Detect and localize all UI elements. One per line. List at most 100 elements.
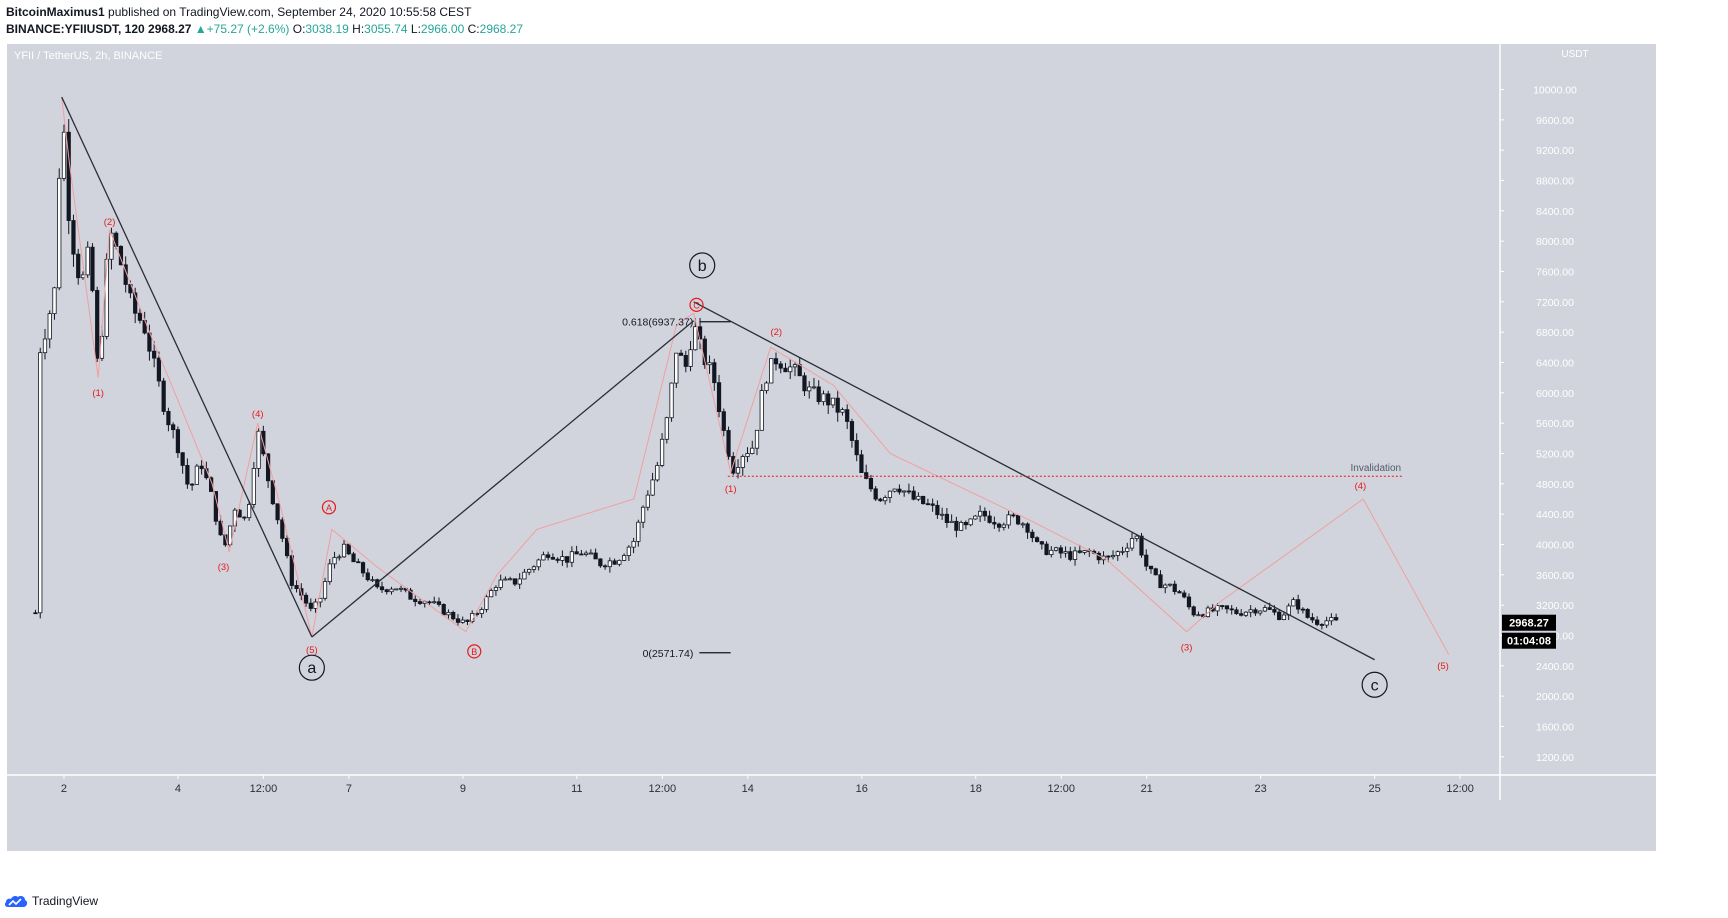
candle-body <box>925 503 931 506</box>
candle-body <box>1229 608 1234 611</box>
candle-body <box>1262 607 1268 612</box>
candle-body <box>849 421 855 441</box>
candle-body <box>1115 551 1120 556</box>
candle-body <box>1006 514 1011 526</box>
candle-body <box>1177 591 1182 594</box>
candle-body <box>598 558 603 567</box>
candle-body <box>944 513 949 523</box>
close-label: C: <box>467 22 480 36</box>
candle-body <box>218 520 223 536</box>
candle-body <box>550 557 556 560</box>
candle-body <box>346 543 351 555</box>
candle-body <box>1277 611 1282 621</box>
candle-body <box>1129 538 1135 549</box>
candle-body <box>1063 551 1068 554</box>
candle-body <box>546 554 551 558</box>
symbol-line: BINANCE:YFIIUSDT, 120 <box>6 22 145 36</box>
x-tick-label: 12:00 <box>649 783 677 795</box>
candle-body <box>830 397 836 406</box>
y-tick-label: 4800.00 <box>1536 479 1574 491</box>
candle-body <box>1315 619 1320 625</box>
candle-body <box>498 579 503 588</box>
candle-body <box>284 537 290 557</box>
candle-body <box>868 478 874 490</box>
candle-body <box>327 563 332 583</box>
candle-body <box>1239 613 1244 616</box>
candle-body <box>565 556 570 563</box>
candle-body <box>541 554 546 561</box>
candle-body <box>512 578 518 585</box>
chart-plot-area[interactable] <box>7 44 1656 851</box>
x-tick-label: 2 <box>61 783 67 795</box>
footer-brand[interactable]: TradingView <box>32 894 99 908</box>
candle-body <box>1034 537 1040 542</box>
tradingview-cloud-icon <box>4 895 28 907</box>
candle-body <box>190 483 195 486</box>
candle-body <box>1025 523 1030 533</box>
candle-body <box>1196 614 1201 617</box>
x-tick-label: 16 <box>856 783 868 795</box>
candle-body <box>930 503 935 506</box>
candle-body <box>133 292 138 314</box>
candle-body <box>968 518 973 526</box>
candle-body <box>883 497 888 502</box>
candle-body <box>384 589 389 593</box>
candle-body <box>1172 583 1177 592</box>
candle-body <box>337 556 342 559</box>
y-tick-label: 9200.00 <box>1536 145 1574 157</box>
candle-body <box>1258 610 1263 614</box>
candle-body <box>754 429 760 449</box>
candle-body <box>185 465 190 485</box>
candle-body <box>441 604 446 616</box>
candle-body <box>664 417 669 440</box>
candle-body <box>365 572 370 581</box>
y-tick-label: 6000.00 <box>1536 388 1574 400</box>
candle-body <box>275 503 280 521</box>
candle-body <box>95 290 100 359</box>
candle-body <box>370 579 375 582</box>
candle-body <box>303 594 309 604</box>
candle-body <box>906 490 912 493</box>
candle-body <box>1068 551 1073 560</box>
candle-body <box>137 312 143 321</box>
subwave-label: (4) <box>1355 481 1367 492</box>
candle-body <box>669 382 674 419</box>
y-tick-label: 2000.00 <box>1536 691 1574 703</box>
candle-body <box>716 382 722 413</box>
open-label: O: <box>292 22 306 36</box>
candle-body <box>1153 568 1158 576</box>
candle-body <box>1224 605 1230 610</box>
candle-body <box>859 454 864 474</box>
candle-body <box>645 494 650 508</box>
x-tick-label: 25 <box>1369 783 1381 795</box>
candle-body <box>351 553 356 563</box>
candle-body <box>465 619 470 622</box>
last-price: 2968.27 <box>148 22 192 36</box>
y-tick-label: 2400.00 <box>1536 661 1574 673</box>
subwave-label: (1) <box>92 388 104 399</box>
candle-body <box>873 488 878 500</box>
candle-body <box>360 562 366 574</box>
wave-circle <box>321 500 337 515</box>
y-tick-label: 3200.00 <box>1536 600 1574 612</box>
y-tick-label: 6800.00 <box>1536 327 1574 339</box>
subwave-label: (3) <box>1181 643 1193 654</box>
candle-body <box>1001 524 1006 528</box>
candle-body <box>1039 541 1044 545</box>
candle-body <box>764 382 769 391</box>
candle-body <box>892 488 897 492</box>
author-name[interactable]: BitcoinMaximus1 <box>6 5 105 19</box>
x-tick-label: 12:00 <box>1047 783 1075 795</box>
x-tick-label: 4 <box>175 783 181 795</box>
y-tick-label: 10000.00 <box>1533 84 1577 96</box>
publish-info: BitcoinMaximus1 published on TradingView… <box>6 5 471 19</box>
candle-body <box>959 522 964 531</box>
x-tick-label: 11 <box>571 783 582 795</box>
x-tick-label: 14 <box>742 783 754 795</box>
candle-body <box>1243 611 1249 616</box>
candle-body <box>897 488 902 493</box>
candle-body <box>522 571 527 580</box>
price-change: +75.27 (+2.6%) <box>206 22 290 36</box>
candle-body <box>166 411 171 426</box>
